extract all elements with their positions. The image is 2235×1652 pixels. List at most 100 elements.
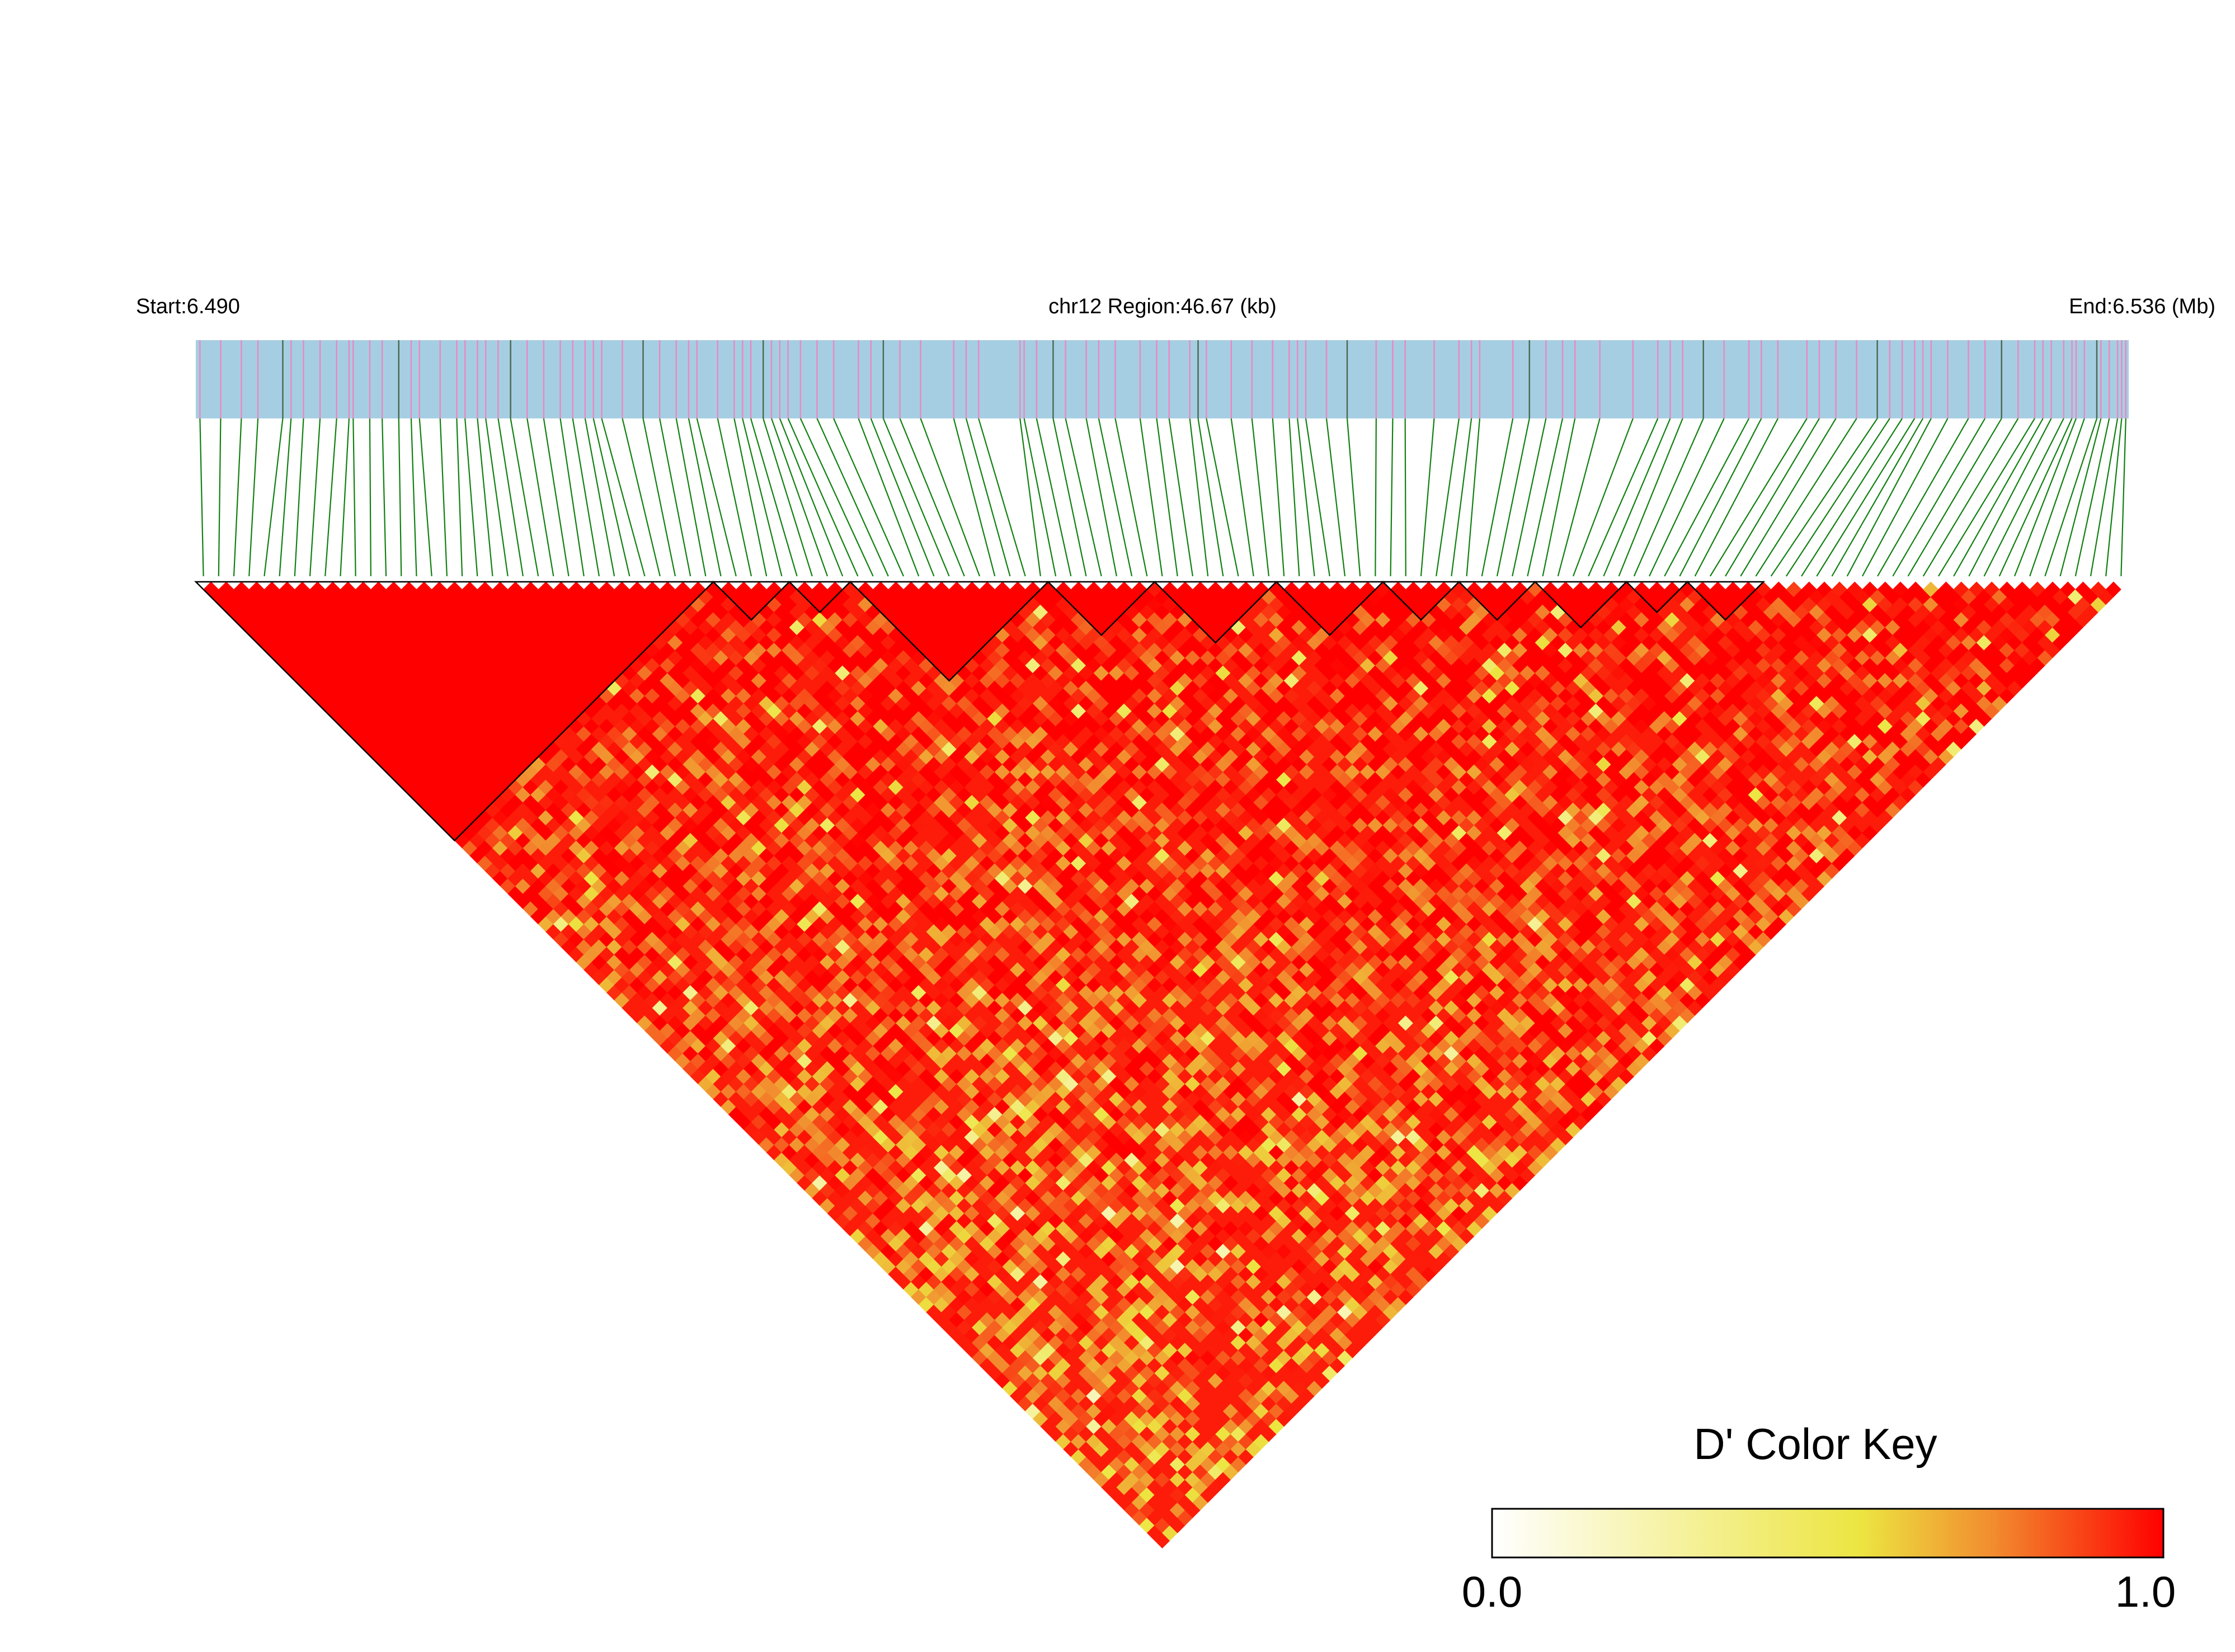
snp-connector bbox=[1938, 418, 2035, 577]
snp-connector bbox=[1922, 418, 2019, 577]
snp-connector bbox=[1664, 418, 1750, 577]
snp-connector bbox=[418, 418, 432, 577]
chart-title: chr12 Region:46.67 (kb) bbox=[1048, 295, 1277, 318]
snp-connector bbox=[398, 418, 402, 577]
snp-connector bbox=[1709, 418, 1808, 577]
snp-connector bbox=[833, 418, 905, 577]
snp-connector bbox=[978, 418, 1026, 577]
snp-connector bbox=[526, 418, 554, 577]
snp-connector bbox=[2013, 418, 2077, 577]
snp-connector bbox=[1098, 418, 1133, 577]
snp-connector bbox=[1168, 418, 1193, 577]
snp-connector bbox=[2044, 418, 2098, 577]
snp-connector bbox=[1206, 418, 1239, 577]
snp-connector bbox=[199, 418, 204, 577]
snp-connector bbox=[1831, 418, 1924, 577]
snp-connector bbox=[965, 418, 1011, 577]
snp-connector bbox=[559, 418, 585, 577]
snp-connector bbox=[1694, 418, 1778, 577]
snp-connector bbox=[1065, 418, 1102, 577]
snp-connector bbox=[1770, 418, 1878, 577]
snp-connector bbox=[1036, 418, 1072, 577]
snp-connector bbox=[218, 418, 222, 577]
snp-connector bbox=[1801, 418, 1903, 577]
snp-connector bbox=[1542, 418, 1576, 577]
snp-connector bbox=[477, 418, 493, 577]
snp-connector bbox=[340, 418, 350, 577]
snp-connector bbox=[1230, 418, 1254, 577]
snp-connector bbox=[816, 418, 889, 577]
snp-connector bbox=[1390, 418, 1394, 577]
snp-connector bbox=[382, 418, 387, 577]
snp-connector bbox=[2059, 418, 2102, 577]
snp-connector bbox=[1618, 418, 1683, 577]
snp-connector bbox=[1466, 418, 1481, 577]
snp-connector bbox=[1557, 418, 1601, 577]
snp-connector bbox=[1420, 418, 1435, 577]
snp-connector bbox=[1451, 418, 1472, 577]
snp-connector bbox=[248, 418, 259, 577]
snp-connector bbox=[688, 418, 722, 577]
snp-connector bbox=[1527, 418, 1564, 577]
snp-connector bbox=[1755, 418, 1857, 577]
snp-connector bbox=[1436, 418, 1460, 577]
snp-connector bbox=[439, 418, 448, 577]
snp-connector bbox=[750, 418, 798, 577]
snp-connector bbox=[882, 418, 950, 577]
snp-connector bbox=[675, 418, 707, 577]
region-end-label: End:6.536 (Mb) bbox=[2069, 295, 2215, 318]
snp-connector bbox=[1496, 418, 1530, 577]
snp-connector bbox=[717, 418, 752, 577]
snp-connector bbox=[1679, 418, 1762, 577]
snp-connector bbox=[264, 418, 284, 577]
snp-connector bbox=[1846, 418, 1932, 577]
snp-connector bbox=[1892, 418, 1986, 577]
snp-connector bbox=[1197, 418, 1224, 577]
snp-connector bbox=[1297, 418, 1315, 577]
snp-connector bbox=[1816, 418, 1916, 577]
snp-connector bbox=[1305, 418, 1330, 577]
snp-connector bbox=[1968, 418, 2052, 577]
snp-connector bbox=[787, 418, 859, 577]
snp-connector bbox=[2105, 418, 2123, 577]
region-start-label: Start:6.490 bbox=[136, 295, 240, 318]
snp-connector bbox=[352, 418, 356, 577]
snp-connector bbox=[279, 418, 292, 577]
snp-connector bbox=[1114, 418, 1148, 577]
snp-connector bbox=[324, 418, 337, 577]
snp-connector bbox=[485, 418, 509, 577]
snp-connector bbox=[1983, 418, 2064, 577]
snp-connector bbox=[1907, 418, 2002, 577]
snp-connector bbox=[1649, 418, 1725, 577]
snp-connector bbox=[733, 418, 768, 577]
snp-connector bbox=[1740, 418, 1837, 577]
snp-connector bbox=[920, 418, 981, 577]
snp-connector bbox=[2029, 418, 2085, 577]
snp-connector bbox=[2090, 418, 2119, 577]
snp-connector bbox=[858, 418, 920, 577]
snp-connector bbox=[1725, 418, 1820, 577]
snp-connector bbox=[1052, 418, 1087, 577]
snp-connector bbox=[1633, 418, 1704, 577]
snp-connector bbox=[456, 418, 463, 577]
snp-connector bbox=[1861, 418, 1949, 577]
snp-connector bbox=[659, 418, 691, 577]
snp-connector bbox=[696, 418, 737, 577]
snp-connector bbox=[1512, 418, 1547, 577]
snp-connector bbox=[601, 418, 646, 577]
snp-connector bbox=[953, 418, 996, 577]
snp-connector bbox=[1325, 418, 1346, 577]
snp-connector bbox=[1156, 418, 1178, 577]
snp-connector bbox=[1019, 418, 1041, 577]
snp-connector bbox=[763, 418, 813, 577]
snp-connector bbox=[1603, 418, 1671, 577]
snp-connector bbox=[1139, 418, 1163, 577]
snp-connector bbox=[899, 418, 965, 577]
snp-connector bbox=[1404, 418, 1406, 577]
snp-connector bbox=[1588, 418, 1659, 577]
snp-connector bbox=[572, 418, 600, 577]
snp-connector bbox=[1953, 418, 2044, 577]
snp-connector bbox=[1572, 418, 1634, 577]
snp-connector bbox=[2120, 418, 2126, 577]
